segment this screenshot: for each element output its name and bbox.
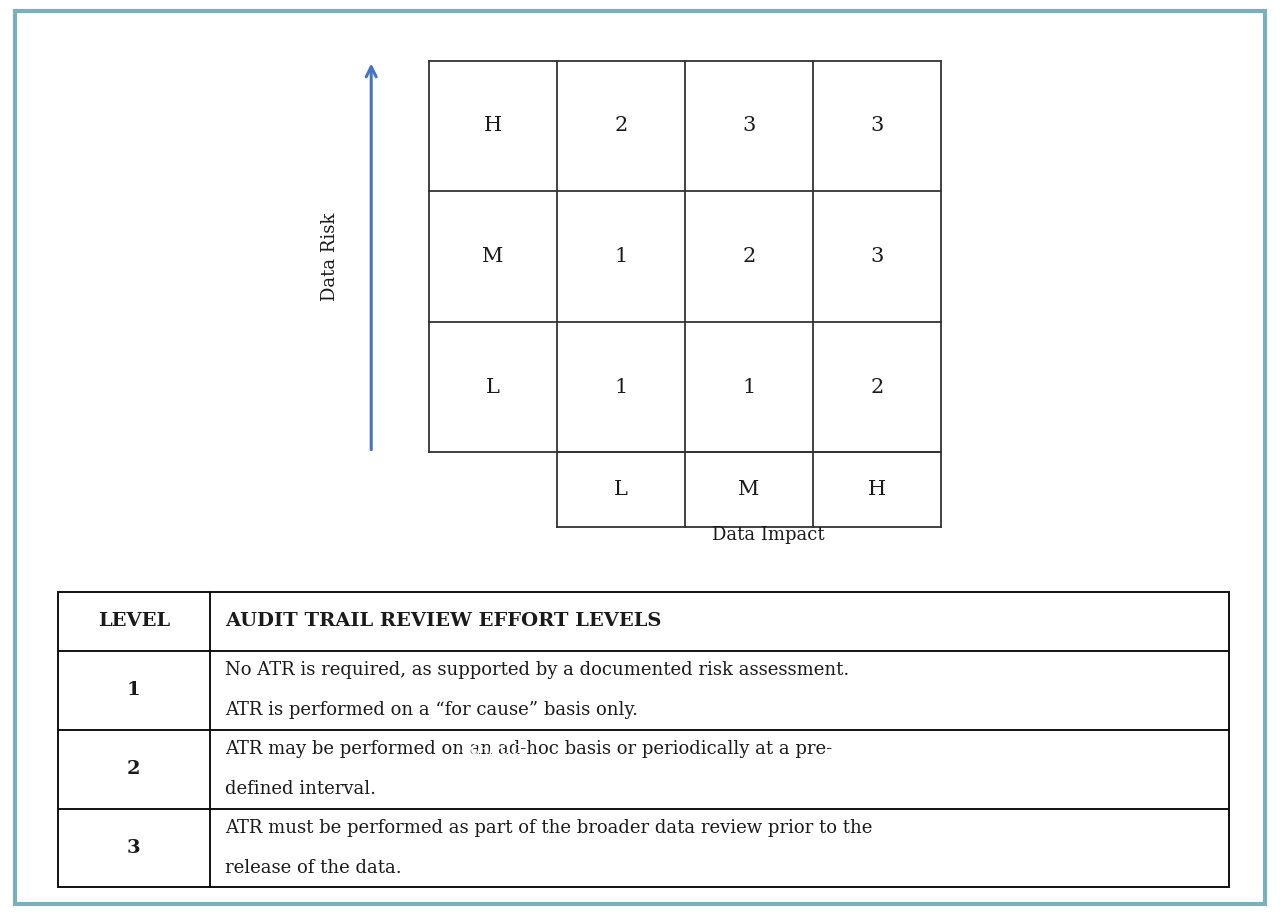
Text: AUDIT TRAIL REVIEW EFFORT LEVELS: AUDIT TRAIL REVIEW EFFORT LEVELS — [225, 613, 662, 630]
Text: H: H — [484, 117, 502, 135]
Text: ATR is performed on a “for cause” basis only.: ATR is performed on a “for cause” basis … — [225, 701, 639, 719]
Text: ATR may be performed on an ad-hoc basis or periodically at a pre-: ATR may be performed on an ad-hoc basis … — [225, 740, 832, 758]
Text: LEVEL: LEVEL — [97, 613, 170, 630]
Text: M: M — [483, 247, 503, 266]
Text: 1: 1 — [614, 247, 627, 266]
Text: 2: 2 — [870, 378, 883, 396]
Text: M: M — [739, 480, 759, 499]
Text: ad-hoc: ad-hoc — [461, 740, 521, 758]
Text: 2: 2 — [742, 247, 755, 266]
Text: Data Risk: Data Risk — [321, 213, 339, 300]
Text: 3: 3 — [870, 247, 883, 266]
Text: L: L — [486, 378, 499, 396]
Text: 3: 3 — [870, 117, 883, 135]
Text: 1: 1 — [127, 681, 141, 699]
Text: Data Impact: Data Impact — [712, 526, 824, 543]
Text: 3: 3 — [742, 117, 755, 135]
Text: 3: 3 — [127, 839, 141, 857]
Text: L: L — [614, 480, 627, 499]
Text: H: H — [868, 480, 886, 499]
Text: 1: 1 — [614, 378, 627, 396]
Text: ATR must be performed as part of the broader data review prior to the: ATR must be performed as part of the bro… — [225, 819, 873, 837]
Text: ad-hoc: ad-hoc — [461, 740, 521, 758]
Text: release of the data.: release of the data. — [225, 859, 402, 877]
Text: 2: 2 — [614, 117, 627, 135]
Text: 1: 1 — [742, 378, 755, 396]
Bar — [58, 592, 1229, 887]
Text: defined interval.: defined interval. — [225, 781, 376, 798]
Text: No ATR is required, as supported by a documented risk assessment.: No ATR is required, as supported by a do… — [225, 661, 850, 679]
Text: 2: 2 — [127, 761, 141, 778]
